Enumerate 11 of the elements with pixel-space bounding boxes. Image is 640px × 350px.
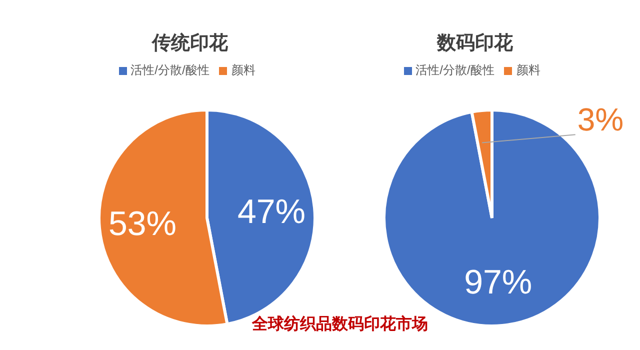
legend-label: 颜料 [231,63,256,77]
legend-label: 活性/分散/酸性 [416,63,494,77]
data-label: 97% [464,264,532,302]
text: 全球纺织品数码印花市场 [250,314,429,335]
legend-label: 活性/分散/酸性 [130,63,210,77]
data-label: 47% [237,192,306,231]
data-label: 53% [108,205,177,244]
chart-title: 数码印花 [437,33,513,54]
chart-title: 传统印花 [152,33,228,54]
data-label: 3% [577,102,624,138]
legend-label: 颜料 [516,63,540,77]
